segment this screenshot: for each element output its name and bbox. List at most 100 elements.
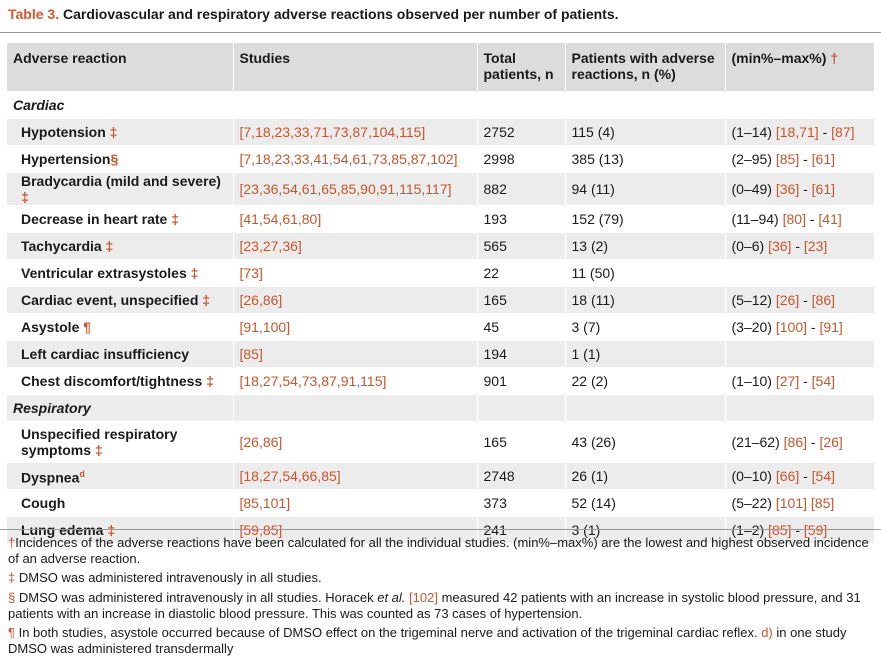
- range-values: (0–10): [731, 467, 776, 484]
- patients-adverse: 94 (11): [571, 180, 615, 197]
- footnote-section-ref[interactable]: [102]: [409, 590, 438, 605]
- caption-label: Table 3.: [8, 6, 60, 22]
- reaction-cell: Bradycardia (mild and severe) ‡: [7, 172, 234, 206]
- range-min-ref[interactable]: [66]: [775, 467, 800, 484]
- studies-refs[interactable]: [18,27,54,73,87,91,115]: [239, 372, 387, 389]
- patients-adverse: 11 (50): [571, 264, 615, 281]
- section-cardiac-label: Cardiac: [7, 91, 234, 119]
- range-values: (3–20): [731, 318, 776, 335]
- patients-adverse: 1 (1): [571, 345, 601, 362]
- reaction-cell: Cardiac event, unspecified ‡: [7, 286, 234, 314]
- patients-cell: 26 (1): [565, 462, 726, 490]
- range-max-ref[interactable]: [86]: [811, 291, 836, 308]
- range-cell: [725, 259, 875, 287]
- patients-cell: 43 (26): [565, 421, 726, 463]
- range-min-ref[interactable]: [36]: [775, 180, 800, 197]
- studies-refs[interactable]: [18,27,54,66,85]: [239, 467, 341, 484]
- total-patients: 901: [483, 372, 507, 389]
- section-cardiac-empty: [233, 91, 478, 119]
- studies-refs[interactable]: [73]: [239, 264, 263, 281]
- range-max-ref[interactable]: [85]: [810, 494, 835, 511]
- patients-cell: 115 (4): [565, 118, 726, 146]
- range-values: (1–10): [731, 372, 776, 389]
- patients-adverse: 115 (4): [571, 123, 615, 140]
- range-min-ref[interactable]: [80]: [782, 210, 806, 227]
- patients-adverse: 22 (2): [571, 372, 609, 389]
- range-cell: (1–14) [18,71] - [87]: [725, 118, 875, 146]
- patients-cell: 22 (2): [565, 367, 726, 395]
- patients-adverse: 385 (13): [571, 150, 624, 167]
- table-caption: Table 3. Cardiovascular and respiratory …: [8, 6, 619, 22]
- studies-refs[interactable]: [26,86]: [239, 433, 283, 450]
- header-total: Total patients, n: [477, 43, 566, 92]
- table-row: Bradycardia (mild and severe) ‡ [23,36,54…: [7, 172, 875, 206]
- total-patients: 2748: [483, 467, 515, 484]
- header-range-label: (min%–max%): [731, 50, 827, 66]
- range-cell: (0–49) [36] - [61]: [725, 172, 875, 206]
- range-min-ref[interactable]: [26]: [775, 291, 800, 308]
- patients-cell: 52 (14): [565, 489, 726, 517]
- range-cell: (5–12) [26] - [86]: [725, 286, 875, 314]
- range-max-ref[interactable]: [91]: [819, 318, 843, 335]
- reaction-name: Cardiac event, unspecified: [21, 291, 199, 308]
- reaction-mark: ‡: [105, 123, 118, 140]
- range-min-ref[interactable]: [86]: [783, 433, 808, 450]
- range-min-ref[interactable]: [100]: [775, 318, 807, 335]
- total-cell: 22: [477, 259, 566, 287]
- reaction-mark: ‡: [202, 372, 214, 389]
- range-max-ref[interactable]: [87]: [831, 123, 855, 140]
- studies-refs[interactable]: [41,54,61,80]: [239, 210, 322, 227]
- total-cell: 194: [477, 340, 566, 368]
- range-min-ref[interactable]: [36]: [768, 237, 792, 254]
- range-max-ref[interactable]: [26]: [819, 433, 843, 450]
- studies-refs[interactable]: [85]: [239, 345, 263, 362]
- studies-refs[interactable]: [23,27,36]: [239, 237, 302, 254]
- range-min-ref[interactable]: [27]: [775, 372, 800, 389]
- studies-refs[interactable]: [26,86]: [239, 291, 283, 308]
- reaction-name: Asystole: [21, 318, 80, 335]
- studies-cell: [26,86]: [233, 421, 478, 463]
- total-cell: 882: [477, 172, 566, 206]
- range-max-ref[interactable]: [61]: [811, 150, 836, 167]
- reaction-name: Ventricular extrasystoles: [21, 264, 187, 281]
- total-patients: 193: [483, 210, 507, 227]
- range-cell: (11–94) [80] - [41]: [725, 205, 875, 233]
- patients-adverse: 18 (11): [571, 291, 615, 308]
- range-max-ref[interactable]: [61]: [811, 180, 836, 197]
- range-values: (5–22): [731, 494, 776, 511]
- footnote-dagger: †Incidences of the adverse reactions hav…: [8, 535, 874, 567]
- range-values: (1–14): [731, 123, 776, 140]
- table-bottom-divider: [0, 529, 881, 530]
- patients-adverse: 152 (79): [571, 210, 624, 227]
- studies-refs[interactable]: [7,18,23,33,41,54,61,73,85,87,102]: [239, 150, 458, 167]
- studies-cell: [85]: [233, 340, 478, 368]
- studies-refs[interactable]: [85,101]: [239, 494, 291, 511]
- total-cell: 2748: [477, 462, 566, 490]
- range-cell: (0–6) [36] - [23]: [725, 232, 875, 260]
- range-values: (0–49): [731, 180, 776, 197]
- range-max-ref[interactable]: [54]: [811, 372, 836, 389]
- reaction-mark: ‡: [21, 188, 29, 205]
- range-max-ref[interactable]: [23]: [803, 237, 828, 254]
- studies-refs[interactable]: [91,100]: [239, 318, 291, 335]
- total-patients: 2752: [483, 123, 515, 140]
- range-values: (11–94): [731, 210, 783, 227]
- range-min-ref[interactable]: [101]: [775, 494, 807, 511]
- range-min-ref[interactable]: [18,71]: [775, 123, 819, 140]
- section-respiratory-label: Respiratory: [7, 394, 234, 422]
- range-min-ref[interactable]: [85]: [775, 150, 800, 167]
- reaction-mark: ‡: [101, 237, 114, 254]
- section-respiratory: Respiratory: [7, 394, 875, 422]
- reaction-cell: Ventricular extrasystoles ‡: [7, 259, 234, 287]
- table-row: Tachycardia ‡ [23,27,36] 565 13 (2) (0–6) [3…: [7, 232, 875, 260]
- footnote-double-dagger-text: DMSO was administered intravenously in a…: [15, 570, 322, 585]
- studies-refs[interactable]: [23,36,54,61,65,85,90,91,115,117]: [239, 180, 452, 197]
- range-max-ref[interactable]: [54]: [811, 467, 836, 484]
- footnote-double-dagger-mark: ‡: [8, 570, 16, 585]
- range-values: (21–62): [731, 433, 784, 450]
- section-cardiac: Cardiac: [7, 91, 875, 119]
- studies-refs[interactable]: [7,18,23,33,71,73,87,104,115]: [239, 123, 426, 140]
- table-row: Dyspnead [18,27,54,66,85] 2748 26 (1) (0–10)…: [7, 462, 875, 490]
- studies-cell: [85,101]: [233, 489, 478, 517]
- range-max-ref[interactable]: [41]: [818, 210, 842, 227]
